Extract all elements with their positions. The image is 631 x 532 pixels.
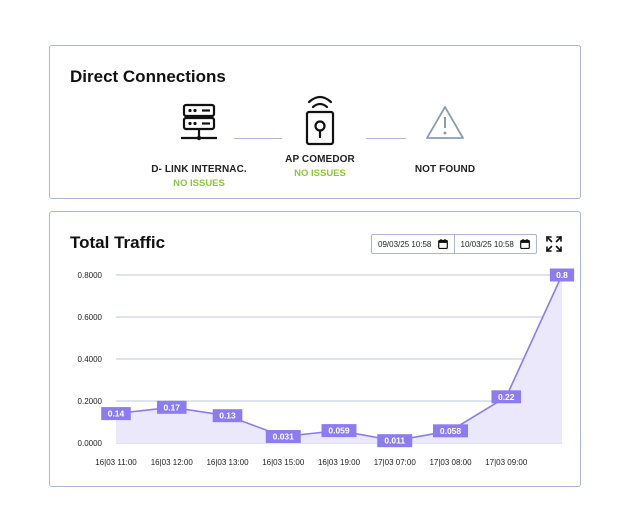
calendar-icon[interactable] [520, 239, 530, 249]
warning-icon [426, 106, 464, 139]
y-tick-label: 0.4000 [78, 355, 103, 364]
device-status: NO ISSUES [294, 168, 346, 179]
device-dlink[interactable]: D- LINK INTERNAC. NO ISSUES [134, 100, 264, 189]
x-tick-label: 17|03 08:00 [429, 458, 472, 467]
data-label: 0.13 [219, 411, 236, 421]
data-label: 0.058 [440, 426, 462, 436]
traffic-chart: 0.0000 0.2000 0.4000 0.6000 0.8000 16|03 11:0… [78, 268, 575, 467]
device-status: NO ISSUES [173, 178, 225, 189]
direct-connections-title: Direct Connections [70, 67, 226, 86]
data-label: 0.011 [384, 436, 405, 446]
data-point [212, 409, 243, 423]
x-tick-label: 16|03 11:00 [95, 458, 137, 467]
data-label: 0.17 [163, 402, 180, 412]
data-point [377, 434, 413, 448]
date-from-value: 09/03/25 10:58 [378, 239, 432, 249]
server-icon [181, 103, 217, 141]
x-tick-label: 16|03 12:00 [151, 458, 194, 467]
data-label: 0.031 [273, 431, 295, 441]
y-tick-label: 0.6000 [78, 313, 103, 322]
data-point [549, 268, 575, 282]
x-tick-label: 16|03 13:00 [206, 458, 249, 467]
data-label: 0.8 [556, 270, 568, 280]
wifi-lock-icon [305, 95, 335, 146]
total-traffic-title: Total Traffic [70, 233, 166, 252]
data-point [156, 400, 187, 414]
data-point [433, 424, 468, 438]
y-tick-label: 0.2000 [78, 397, 103, 406]
x-tick-label: 16|03 15:00 [262, 458, 305, 467]
data-label: 0.14 [108, 409, 125, 419]
data-point [491, 390, 522, 404]
calendar-icon[interactable] [437, 239, 448, 249]
x-tick-label: 17|03 07:00 [374, 458, 417, 467]
date-from-field[interactable]: 09/03/25 10:58 [372, 235, 454, 253]
direct-connections-card: Direct Connections D- LINK INTERNAC. NO … [49, 45, 581, 199]
date-range-picker: 09/03/25 10:58 10/03/25 10:58 [371, 234, 537, 254]
date-to-value: 10/03/25 10:58 [460, 239, 514, 249]
data-label: 0.059 [328, 426, 350, 436]
y-tick-label: 0.8000 [78, 271, 103, 280]
device-not-found[interactable]: NOT FOUND [380, 100, 510, 175]
data-label: 0.22 [498, 392, 515, 402]
date-to-field[interactable]: 10/03/25 10:58 [453, 235, 537, 253]
connector-line [234, 138, 282, 139]
device-name: AP COMEDOR [285, 154, 355, 165]
area-fill [116, 275, 562, 443]
connector-line [366, 138, 406, 139]
expand-icon[interactable] [546, 236, 562, 252]
data-point [321, 424, 357, 438]
device-name: D- LINK INTERNAC. [151, 164, 247, 175]
device-name: NOT FOUND [414, 164, 476, 175]
device-ap-comedor[interactable]: AP COMEDOR NO ISSUES [255, 90, 385, 179]
x-tick-label: 17|03 09:00 [485, 458, 528, 467]
x-tick-label: 16|03 19:00 [318, 458, 361, 467]
total-traffic-card: Total Traffic 09/03/25 10:58 10/03/25 10… [49, 211, 581, 487]
data-point [101, 407, 131, 421]
data-point [265, 429, 301, 443]
y-tick-label: 0.0000 [78, 439, 103, 448]
